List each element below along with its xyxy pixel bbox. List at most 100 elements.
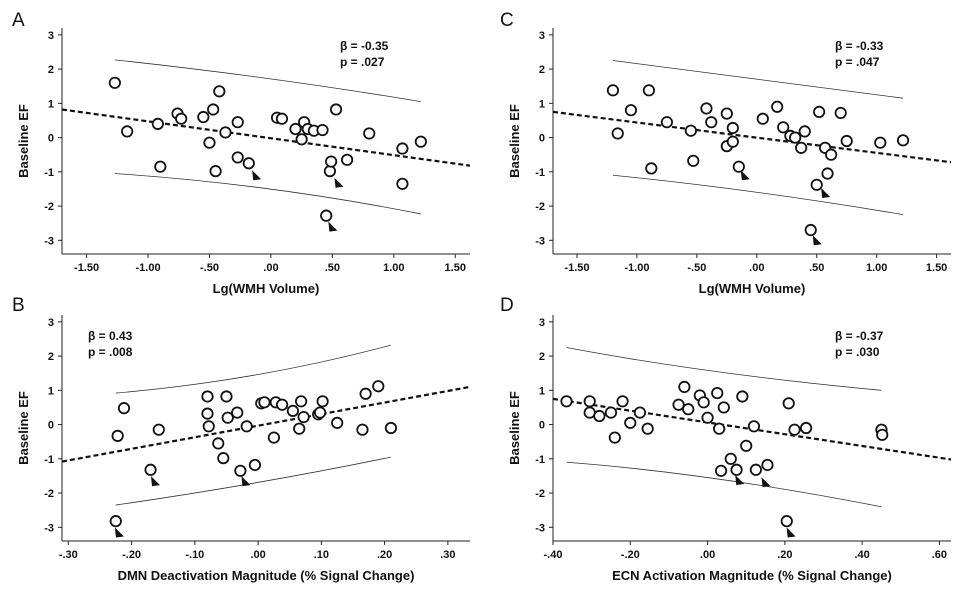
data-point	[697, 396, 710, 409]
data-point	[736, 390, 749, 403]
data-point	[583, 395, 596, 408]
data-point	[726, 135, 739, 148]
panel-label: A	[12, 10, 25, 31]
y-tick-label: -3	[44, 235, 54, 247]
data-point	[234, 464, 247, 477]
data-point	[151, 117, 164, 130]
beta-value: β = -0.35	[340, 39, 389, 53]
data-point	[608, 431, 621, 444]
data-point	[313, 406, 327, 419]
y-tick-label: 0	[539, 133, 545, 145]
x-tick-label: .40	[854, 549, 869, 561]
data-point	[316, 123, 329, 137]
data-point	[896, 134, 910, 147]
data-point	[761, 458, 774, 472]
y-tick-label: -2	[44, 488, 54, 500]
data-point	[144, 463, 157, 476]
arrow-marker	[334, 177, 344, 188]
beta-value: β = 0.43	[88, 329, 133, 343]
data-point	[813, 105, 826, 118]
data-point	[642, 84, 656, 97]
data-point	[217, 452, 230, 465]
data-point	[363, 127, 376, 140]
y-tick-label: 0	[539, 420, 545, 432]
x-axis-title: Lg(WMH Volume)	[213, 281, 320, 296]
x-tick-label: -.20	[621, 549, 640, 561]
y-axis-title: Baseline EF	[507, 104, 522, 178]
x-tick-label: -.50	[687, 262, 706, 274]
data-point	[201, 407, 214, 420]
data-point	[616, 395, 629, 408]
data-point	[660, 116, 673, 129]
data-point	[821, 167, 834, 180]
panel-label: C	[500, 10, 514, 31]
data-point	[795, 141, 808, 154]
data-point	[798, 125, 811, 138]
y-tick-label: 2	[539, 351, 545, 363]
x-tick-label: -.50	[200, 262, 219, 274]
p-value: p = .047	[835, 55, 880, 69]
panel-a: A -3 -2 -1 0 1 2 3 -1.50 -1.00 -.50 .00 .50 1.00 1.50 L…	[12, 10, 471, 296]
data-point	[780, 515, 793, 528]
x-tick-label: 1.50	[926, 262, 947, 274]
y-tick-label: 3	[539, 30, 545, 42]
data-point	[258, 396, 271, 409]
x-axis-title: ECN Activation Magnitude (% Signal Chang…	[612, 568, 892, 583]
y-tick-label: 0	[48, 420, 54, 432]
y-tick-label: -1	[535, 454, 545, 466]
y-tick-label: 2	[48, 64, 54, 76]
data-point	[730, 463, 743, 476]
y-tick-label: -3	[535, 235, 545, 247]
arrow-marker	[761, 477, 771, 488]
x-tick-label: 1.50	[445, 262, 466, 274]
x-tick-label: .60	[932, 549, 947, 561]
y-tick-label: -1	[44, 167, 54, 179]
data-point	[286, 404, 299, 417]
arrow-marker	[252, 170, 262, 181]
beta-value: β = -0.37	[835, 329, 884, 343]
y-tick-label: 3	[48, 317, 54, 329]
data-point	[684, 124, 697, 137]
panel-d: D -3 -2 -1 0 1 2 3 -.40 -.20 .00 .20 .40 .60 ECN Activ…	[500, 295, 952, 583]
y-tick-label: 1	[48, 385, 54, 397]
data-point	[396, 177, 409, 190]
x-tick-label: .30	[440, 549, 455, 561]
x-tick-label: .20	[777, 549, 792, 561]
data-point	[678, 380, 691, 394]
data-point	[825, 148, 838, 161]
data-point	[316, 395, 329, 408]
data-point	[682, 403, 695, 416]
data-point	[788, 423, 801, 436]
data-point	[789, 131, 802, 144]
data-point	[297, 410, 310, 424]
y-tick-label: -3	[535, 522, 545, 534]
data-point	[359, 387, 372, 400]
p-value: p = .008	[88, 345, 133, 359]
regression-line	[61, 108, 471, 167]
data-point	[840, 134, 853, 148]
data-point	[248, 458, 262, 472]
x-tick-label: -.30	[59, 549, 78, 561]
data-point	[121, 125, 134, 138]
arrow-marker	[735, 475, 745, 486]
data-point	[740, 439, 753, 452]
data-point	[372, 380, 385, 393]
panel-c: C -3 -2 -1 0 1 2 3 -1.50 -1.00 -.50 .00 .50 1.00 1.50 L…	[500, 10, 952, 296]
data-point	[810, 178, 823, 191]
data-point	[611, 127, 624, 140]
y-axis-title: Baseline EF	[16, 104, 31, 178]
data-point	[109, 515, 122, 528]
arrow-marker	[328, 221, 338, 232]
data-point	[606, 84, 620, 97]
data-point	[672, 398, 685, 411]
data-point	[834, 106, 847, 120]
x-tick-label: .00	[263, 262, 278, 274]
data-point	[175, 112, 188, 125]
confidence-band-upper	[566, 347, 882, 391]
data-point	[111, 429, 124, 442]
confidence-band-upper	[115, 344, 392, 394]
arrow-marker	[740, 170, 750, 181]
data-point	[275, 112, 289, 125]
p-value: p = .030	[835, 345, 880, 359]
